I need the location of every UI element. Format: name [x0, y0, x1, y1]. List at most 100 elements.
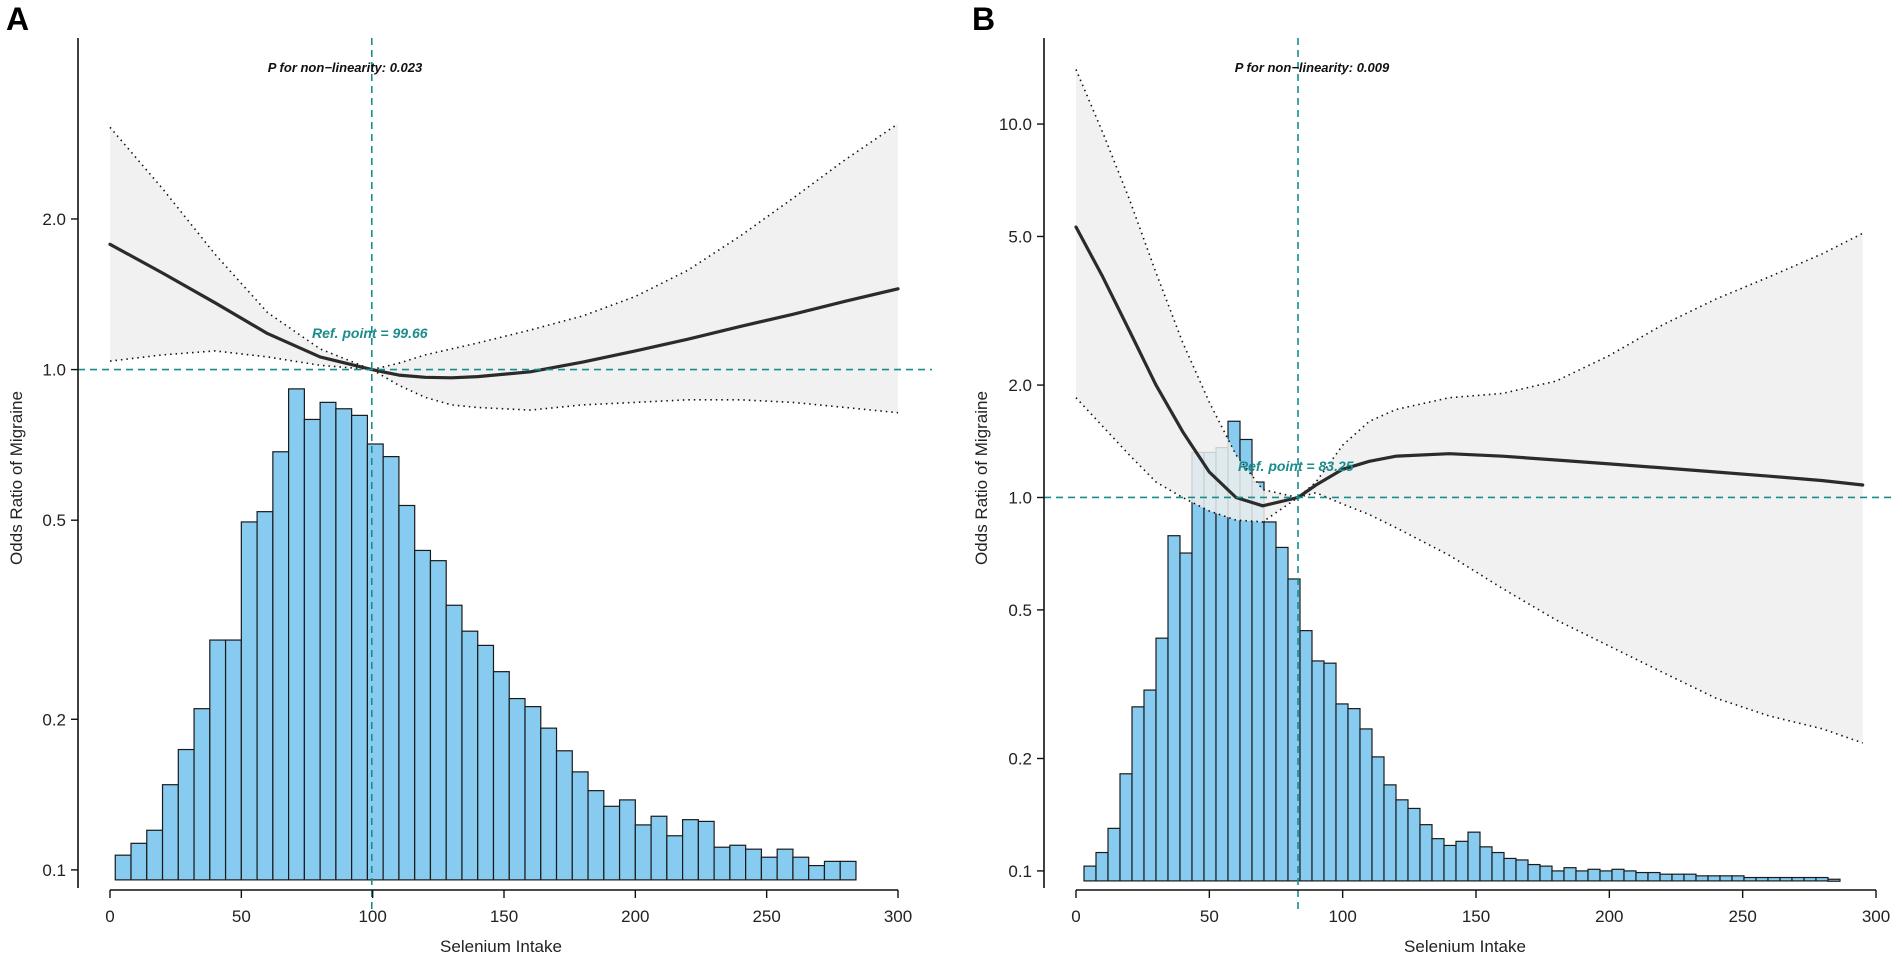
- histogram-bar: [1383, 784, 1397, 882]
- histogram-bar: [1767, 876, 1781, 882]
- y-axis-title-a: Odds Ratio of Migraine: [7, 391, 26, 565]
- histogram-bar: [1119, 773, 1133, 882]
- histogram-bar: [1203, 451, 1217, 882]
- histogram-bar: [666, 835, 684, 881]
- panel-b: B 0.1 0.2 0.5 1.0 2.0 5.0 10.0 0 50 100 150 200 250…: [972, 1, 1896, 956]
- histogram-bar: [1575, 870, 1589, 882]
- y-tick-label: 0.5: [42, 511, 66, 530]
- histogram-bar: [445, 604, 463, 881]
- y-tick-label: 5.0: [1008, 227, 1032, 246]
- histogram-bar: [1095, 851, 1109, 882]
- y-tick-label: 2.0: [1008, 376, 1032, 395]
- x-tick-label: 0: [1071, 907, 1080, 926]
- histogram-a: [114, 388, 857, 881]
- histogram-bar: [414, 549, 432, 881]
- histogram-bar: [461, 630, 479, 881]
- histogram-bar: [776, 848, 794, 881]
- histogram-bar: [1299, 630, 1313, 882]
- histogram-bar: [1611, 868, 1625, 882]
- histogram-bar: [1815, 876, 1829, 882]
- x-tick-label: 50: [232, 907, 251, 926]
- histogram-bar: [382, 456, 400, 881]
- histogram-bar: [288, 388, 305, 881]
- histogram-bar: [1491, 851, 1505, 882]
- histogram-bar: [161, 784, 179, 881]
- histogram-bar: [1671, 873, 1685, 882]
- y-tick-label: 2.0: [42, 210, 66, 229]
- histogram-bar: [524, 706, 542, 881]
- histogram-bar: [1431, 838, 1445, 882]
- histogram-bar: [1707, 875, 1721, 882]
- histogram-bar: [1083, 865, 1097, 882]
- histogram-bar: [1647, 871, 1661, 882]
- histogram-bar: [839, 860, 857, 881]
- histogram-bar: [1419, 824, 1433, 882]
- histogram-bar: [240, 521, 258, 881]
- histogram-bar: [256, 511, 274, 881]
- histogram-bar: [1791, 876, 1805, 882]
- y-ticks-a: 0.1 0.2 0.5 1.0 2.0: [42, 210, 78, 880]
- histogram-bar: [1371, 756, 1385, 882]
- histogram-bar: [1719, 875, 1733, 882]
- y-tick-label: 0.1: [42, 861, 66, 880]
- histogram-bar: [1623, 870, 1637, 882]
- y-ticks-b: 0.1 0.2 0.5 1.0 2.0 5.0 10.0: [999, 115, 1044, 881]
- histogram-bar: [682, 819, 699, 881]
- y-tick-label: 1.0: [1008, 488, 1032, 507]
- x-tick-label: 200: [621, 907, 649, 926]
- histogram-bar: [366, 443, 384, 881]
- y-tick-label: 0.2: [42, 710, 66, 729]
- histogram-bar: [1359, 728, 1373, 882]
- ref-point-label-b: Ref. point = 83.25: [1238, 458, 1354, 474]
- histogram-bar: [1335, 703, 1349, 882]
- ci-lower-line-a: [109, 350, 899, 414]
- histogram-bar: [808, 864, 826, 881]
- histogram-bar: [224, 639, 242, 881]
- histogram-bar: [618, 799, 636, 881]
- p-nonlinearity-label-a: P for non−linearity: 0.023: [268, 60, 423, 75]
- spline-line-a: [108, 242, 900, 380]
- x-tick-label: 100: [358, 907, 386, 926]
- histogram-bar: [1131, 706, 1145, 882]
- histogram-bar: [1263, 521, 1277, 882]
- histogram-bar: [1683, 873, 1697, 882]
- ref-point-label-a: Ref. point = 99.66: [312, 325, 428, 341]
- histogram-bar: [697, 820, 715, 881]
- histogram-bar: [1503, 857, 1517, 882]
- x-ticks-a: 0 50 100 150 200 250 300: [105, 890, 912, 926]
- histogram-bar: [1443, 844, 1457, 882]
- x-axis-title-b: Selenium Intake: [1404, 937, 1526, 956]
- histogram-bar: [1347, 708, 1361, 882]
- y-tick-label: 1.0: [42, 361, 66, 380]
- histogram-bar: [603, 805, 621, 881]
- histogram-bar: [1407, 807, 1421, 882]
- histogram-bar: [351, 414, 369, 881]
- panel-letter-b: B: [972, 1, 995, 37]
- panel-a: A 0.1 0.2 0.5 1.0 2.0 0 50 100 150 200 250 300 P f…: [6, 1, 932, 956]
- histogram-bar: [1563, 867, 1577, 882]
- histogram-bar: [130, 842, 148, 881]
- histogram-bar: [1755, 876, 1769, 882]
- histogram-bar: [1479, 846, 1493, 882]
- histogram-bar: [1695, 875, 1709, 882]
- histogram-bar: [1455, 840, 1469, 882]
- histogram-bar: [1527, 863, 1541, 882]
- histogram-bar: [272, 451, 290, 881]
- histogram-bar: [508, 697, 526, 881]
- histogram-bar: [209, 639, 227, 881]
- ci-lower-line-b: [1075, 397, 1863, 744]
- histogram-bar: [146, 829, 164, 881]
- histogram-bar: [1191, 451, 1205, 882]
- histogram-bar: [634, 824, 652, 881]
- histogram-bar: [1311, 660, 1325, 882]
- histogram-bar: [1731, 875, 1745, 882]
- histogram-bar: [492, 671, 510, 881]
- x-tick-label: 100: [1328, 907, 1356, 926]
- histogram-bar: [335, 408, 353, 881]
- histogram-bar: [429, 560, 447, 881]
- histogram-bar: [1743, 876, 1757, 882]
- p-nonlinearity-label-b: P for non−linearity: 0.009: [1235, 60, 1390, 75]
- histogram-bar: [1179, 552, 1193, 882]
- histogram-bar: [555, 750, 573, 881]
